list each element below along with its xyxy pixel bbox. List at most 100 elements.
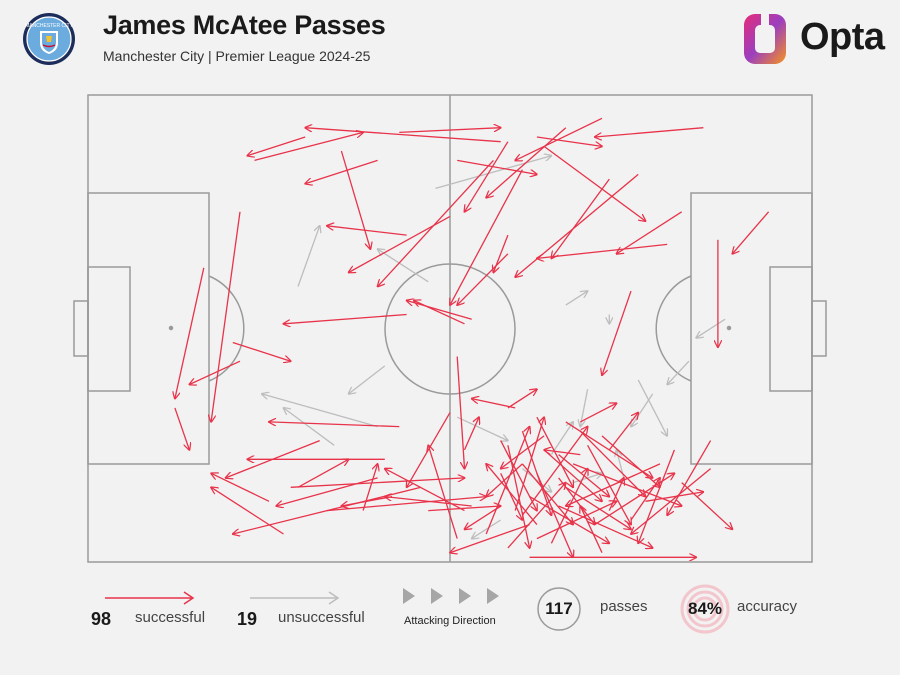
successful-count: 98	[91, 609, 112, 629]
successful-pass-37	[174, 407, 190, 450]
successful-pass-91	[544, 450, 581, 456]
unsuccessful-pass-19	[349, 365, 386, 394]
successful-pass-48	[428, 445, 458, 539]
unsuccessful-pass-17	[472, 519, 502, 539]
successful-pass-45	[341, 495, 393, 506]
legend: 98 successful 19 unsuccessful Attacking …	[0, 580, 900, 660]
successful-pass-86	[507, 483, 566, 549]
successful-pass-63	[565, 486, 631, 529]
pitch-markings	[73, 94, 827, 563]
successful-pass-5	[340, 150, 370, 249]
successful-pass-98	[501, 435, 545, 469]
successful-pass-55	[211, 487, 284, 535]
unsuccessful-count: 19	[237, 609, 258, 629]
successful-pass-6	[305, 159, 378, 183]
accuracy-label: accuracy	[737, 598, 798, 615]
unsuccessful-pass-15	[521, 468, 551, 492]
successful-pass-62	[543, 449, 602, 501]
successful-pass-47	[385, 469, 465, 512]
right-six-yard-box	[769, 266, 813, 392]
successful-pass-77	[558, 454, 610, 497]
successful-pass-64	[558, 505, 653, 548]
unsuccessful-pass-16	[572, 473, 602, 484]
successful-pass-35	[456, 356, 464, 469]
successful-pass-19	[732, 211, 770, 254]
header: MANCHESTER CITY James McAtee Passes Manc…	[0, 0, 900, 80]
accuracy-target-icon	[680, 584, 730, 634]
page-subtitle: Manchester City | Premier League 2024-25	[103, 48, 371, 64]
successful-pass-8	[515, 117, 603, 160]
successful-pass-9	[536, 136, 602, 146]
successful-pass-31	[175, 267, 205, 399]
unsuccessful-pass-4	[284, 408, 335, 446]
successful-pass-92	[565, 421, 653, 478]
right-goal	[811, 300, 827, 357]
successful-pass-20	[617, 211, 683, 254]
successful-pass-74	[667, 440, 712, 516]
left-penalty-area	[87, 192, 210, 465]
successful-pass-57	[529, 496, 610, 544]
successful-pass-94	[580, 506, 603, 553]
successful-pass-38	[463, 417, 480, 451]
successful-pass-89	[521, 427, 587, 516]
successful-pass-21	[349, 215, 451, 272]
successful-pass-56	[211, 473, 270, 502]
right-penalty-spot	[726, 325, 732, 331]
successful-pass-7	[595, 127, 704, 137]
unsuccessful-pass-11	[667, 360, 690, 384]
successful-pass-32	[232, 341, 291, 362]
successful-pass-88	[486, 464, 538, 526]
manchester-city-crest-icon: MANCHESTER CITY	[23, 13, 75, 65]
successful-passes	[174, 117, 770, 557]
successful-pass-18	[378, 159, 494, 286]
successful-pass-81	[521, 430, 551, 515]
successful-pass-43	[297, 459, 349, 488]
successful-pass-87	[550, 469, 587, 544]
successful-pass-29	[414, 301, 465, 325]
successful-pass-41	[407, 412, 451, 488]
successful-pass-23	[327, 226, 407, 236]
successful-label: successful	[135, 609, 206, 626]
successful-pass-75	[631, 468, 712, 534]
successful-pass-33	[189, 360, 241, 384]
successful-pass-53	[290, 478, 465, 488]
attacking-direction-label: Attacking Direction	[404, 615, 496, 627]
successful-pass-15	[515, 173, 639, 277]
successful-pass-51	[385, 497, 472, 507]
successful-pass-60	[500, 440, 537, 511]
svg-text:MANCHESTER CITY: MANCHESTER CITY	[25, 23, 73, 29]
successful-pass-85	[630, 478, 660, 521]
successful-pass-34	[269, 422, 400, 428]
successful-pass-97	[608, 478, 624, 511]
passes-label: passes	[600, 598, 648, 615]
successful-pass-90	[608, 413, 638, 451]
unsuccessful-pass-5	[456, 416, 508, 440]
successful-pass-12	[543, 145, 645, 221]
successful-pass-28	[284, 313, 407, 324]
left-six-yard-box	[87, 266, 131, 392]
successful-pass-84	[601, 435, 660, 487]
successful-pass-39	[507, 389, 537, 409]
successful-pass-52	[276, 477, 378, 506]
successful-pass-14	[551, 178, 610, 258]
successful-pass-16	[450, 169, 523, 305]
unsuccessful-passes	[262, 156, 726, 539]
unsuccessful-pass-14	[580, 389, 589, 426]
successful-pass-76	[536, 473, 573, 557]
successful-pass-82	[536, 416, 573, 487]
successful-legend-arrow	[105, 591, 195, 605]
successful-pass-66	[566, 463, 661, 506]
successful-pass-13	[465, 141, 509, 212]
successful-pass-73	[681, 482, 733, 530]
right-penalty-arc	[655, 275, 692, 382]
successful-pass-59	[486, 463, 523, 497]
pitch-boundary	[87, 94, 813, 563]
opta-logo-icon	[744, 12, 786, 64]
successful-pass-50	[485, 427, 529, 535]
page-title: James McAtee Passes	[103, 10, 386, 40]
unsuccessful-pass-2	[378, 249, 429, 283]
successful-pass-30	[211, 211, 241, 422]
unsuccessful-pass-12	[637, 379, 667, 436]
